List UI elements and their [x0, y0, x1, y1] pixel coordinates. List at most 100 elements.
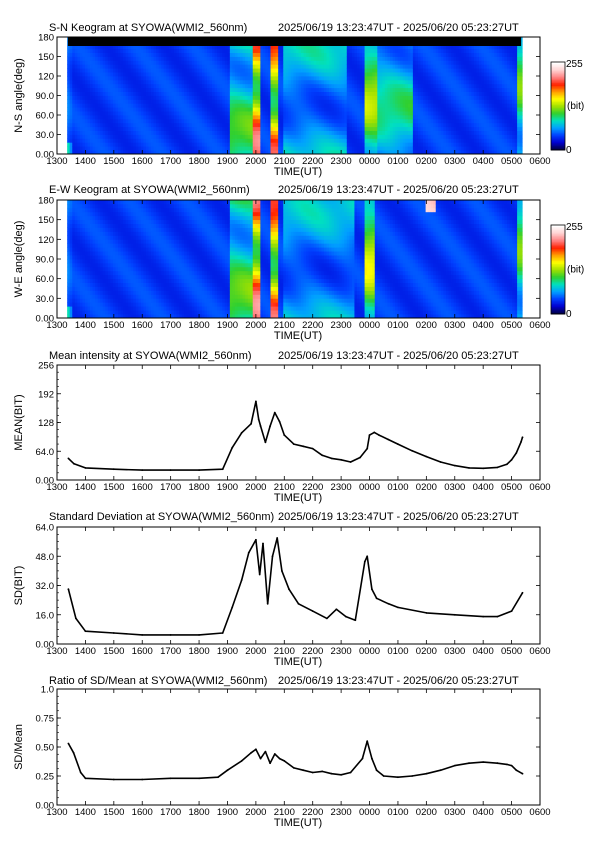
- keogram-cell: [326, 150, 330, 155]
- keogram-cell: [189, 87, 193, 92]
- keogram-cell: [262, 118, 266, 124]
- keogram-cell: [341, 142, 345, 147]
- keogram-cell: [222, 130, 226, 135]
- keogram-cell: [323, 52, 327, 57]
- keogram-cell: [138, 79, 142, 85]
- keogram-cell: [229, 68, 233, 73]
- keogram-cell: [252, 64, 256, 69]
- keogram-cell: [97, 107, 101, 112]
- keogram-cell: [84, 111, 88, 116]
- keogram-cell: [466, 134, 470, 139]
- keogram-cell: [293, 126, 297, 131]
- keogram-cell: [303, 126, 307, 131]
- keogram-cell: [390, 72, 393, 77]
- keogram-cell: [484, 103, 488, 108]
- keogram-cell: [191, 118, 195, 124]
- keogram-cell: [237, 103, 241, 108]
- keogram-cell: [433, 76, 437, 81]
- keogram-cell: [161, 130, 165, 135]
- keogram-cell: [306, 68, 310, 73]
- keogram-cell: [95, 122, 99, 128]
- keogram-cell: [151, 126, 154, 131]
- keogram-cell: [105, 52, 109, 57]
- keogram-cell: [153, 146, 157, 151]
- keogram-cell: [128, 111, 132, 116]
- keogram-cell: [209, 146, 213, 151]
- keogram-cell: [176, 103, 180, 108]
- keogram-cell: [321, 60, 325, 65]
- keogram-cell: [191, 150, 195, 155]
- keogram-cell: [313, 83, 317, 89]
- keogram-cell: [112, 44, 116, 50]
- keogram-cell: [135, 138, 139, 143]
- keogram-cell: [356, 83, 360, 89]
- keogram-cell: [120, 72, 124, 77]
- keogram-cell: [260, 138, 264, 143]
- keogram-cell: [168, 64, 172, 69]
- keogram-cell: [303, 83, 307, 89]
- keogram-cell: [206, 68, 210, 73]
- keogram-cell: [303, 150, 307, 155]
- keogram-cell: [245, 126, 249, 131]
- keogram-cell: [79, 130, 83, 135]
- keogram-cell: [260, 122, 264, 128]
- keogram-cell: [74, 52, 78, 57]
- keogram-cell: [118, 134, 121, 139]
- keogram-cell: [92, 91, 96, 96]
- keogram-cell: [484, 72, 488, 77]
- keogram-cell: [293, 115, 297, 120]
- keogram-cell: [428, 111, 432, 116]
- keogram-cell: [364, 99, 368, 104]
- keogram-cell: [341, 60, 345, 65]
- keogram-cell: [288, 87, 292, 92]
- keogram-cell: [402, 83, 406, 89]
- keogram-cell: [229, 83, 233, 89]
- keogram-cell: [463, 138, 467, 143]
- keogram-cell: [473, 87, 477, 92]
- keogram-cell: [189, 79, 193, 85]
- keogram-cell: [364, 126, 368, 131]
- keogram-cell: [255, 150, 259, 155]
- keogram-cell: [400, 130, 404, 135]
- keogram-cell: [189, 150, 193, 155]
- keogram-cell: [90, 76, 93, 81]
- keogram-cell: [257, 126, 261, 131]
- keogram-cell: [379, 60, 383, 65]
- keogram-cell: [489, 103, 493, 108]
- keogram-cell: [372, 76, 376, 81]
- keogram-cell: [245, 95, 249, 100]
- keogram-cell: [217, 138, 221, 143]
- keogram-cell: [90, 99, 93, 104]
- keogram-cell: [196, 95, 200, 100]
- keogram-cell: [102, 64, 106, 69]
- keogram-cell: [285, 56, 289, 61]
- keogram-cell: [275, 60, 279, 65]
- keogram-cell: [384, 115, 388, 120]
- keogram-cell: [463, 130, 467, 135]
- keogram-cell: [280, 83, 284, 89]
- keogram-cell: [245, 83, 249, 89]
- keogram-cell: [486, 107, 490, 112]
- keogram-cell: [445, 44, 449, 50]
- keogram-cell: [273, 91, 277, 96]
- keogram-cell: [316, 118, 320, 124]
- keogram-cell: [237, 44, 241, 50]
- keogram-cell: [334, 138, 338, 143]
- keogram-cell: [456, 118, 460, 124]
- keogram-cell: [140, 111, 144, 116]
- keogram-cell: [283, 138, 287, 143]
- keogram-cell: [415, 56, 419, 61]
- keogram-cell: [145, 48, 149, 53]
- keogram-cell: [173, 60, 177, 65]
- keogram-cell: [270, 118, 274, 124]
- keogram-cell: [125, 99, 129, 104]
- keogram-cell: [212, 68, 216, 73]
- keogram-cell: [125, 103, 129, 108]
- keogram-cell: [82, 138, 86, 143]
- keogram-cell: [364, 60, 368, 65]
- keogram-cell: [270, 76, 274, 81]
- keogram-cell: [255, 130, 259, 135]
- keogram-cell: [107, 138, 111, 143]
- keogram-cell: [379, 44, 383, 50]
